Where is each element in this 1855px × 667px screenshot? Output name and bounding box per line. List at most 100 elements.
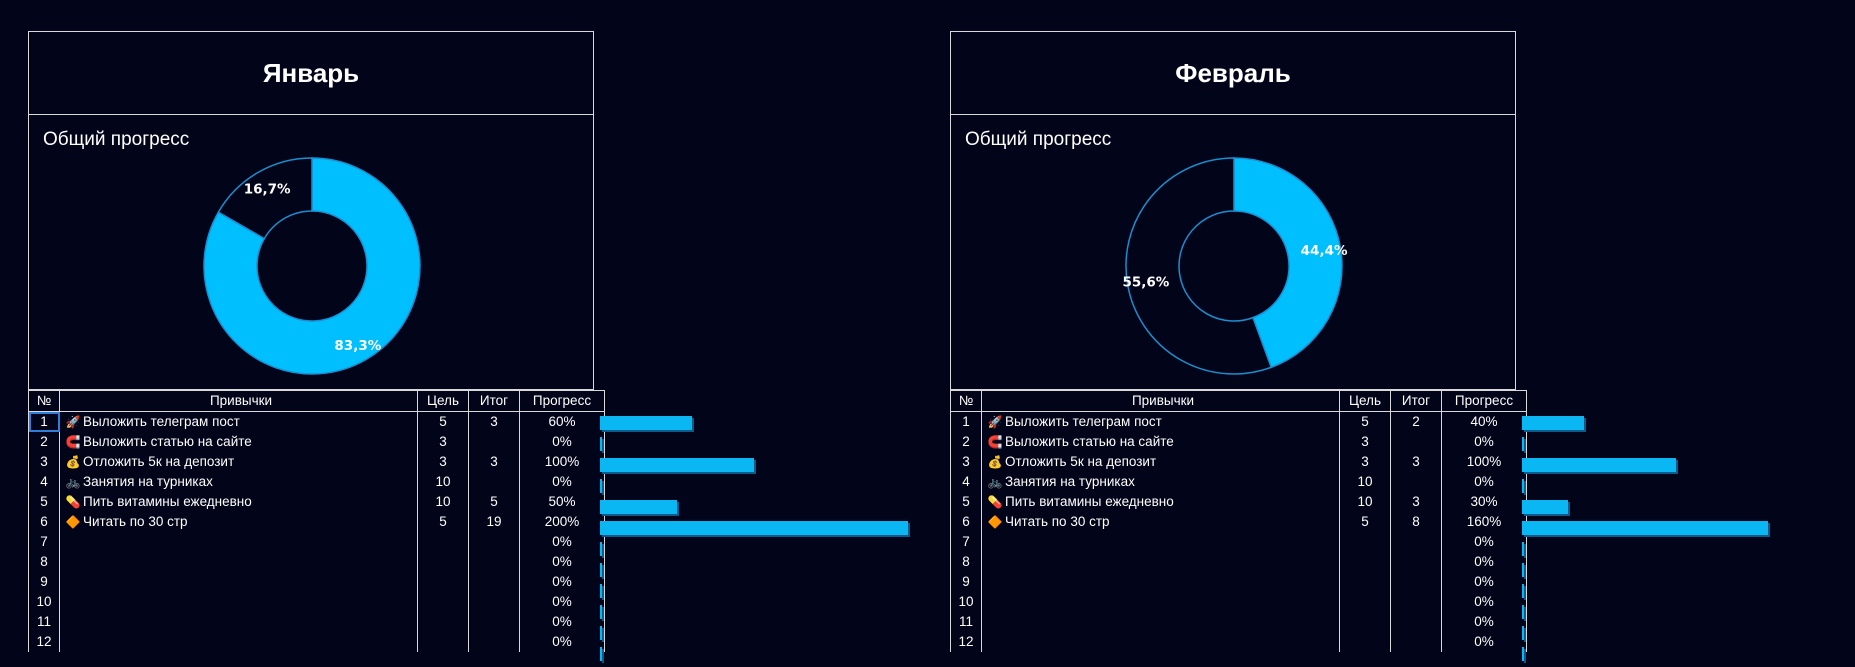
cell-number[interactable]: 2 xyxy=(950,432,982,452)
cell-goal[interactable] xyxy=(417,532,469,552)
cell-progress[interactable]: 0% xyxy=(1441,632,1527,652)
cell-habit[interactable]: 🚲 Занятия на турниках xyxy=(59,472,418,492)
cell-total[interactable]: 3 xyxy=(1390,492,1442,512)
cell-habit[interactable]: 💰 Отложить 5к на депозит xyxy=(59,452,418,472)
cell-total[interactable] xyxy=(468,472,520,492)
cell-goal[interactable] xyxy=(417,592,469,612)
cell-goal[interactable] xyxy=(1339,592,1391,612)
col-progress-header[interactable]: Прогресс xyxy=(519,390,605,412)
cell-habit[interactable] xyxy=(981,612,1340,632)
cell-number[interactable]: 9 xyxy=(28,572,60,592)
cell-number[interactable]: 5 xyxy=(28,492,60,512)
cell-progress[interactable]: 0% xyxy=(1441,592,1527,612)
cell-goal[interactable]: 5 xyxy=(1339,411,1391,432)
cell-habit[interactable] xyxy=(981,552,1340,572)
cell-number[interactable]: 8 xyxy=(950,552,982,572)
col-number-header[interactable]: № xyxy=(950,390,982,412)
cell-total[interactable]: 8 xyxy=(1390,512,1442,532)
cell-goal[interactable] xyxy=(1339,532,1391,552)
cell-number[interactable]: 10 xyxy=(950,592,982,612)
cell-total[interactable] xyxy=(1390,572,1442,592)
cell-goal[interactable]: 10 xyxy=(1339,472,1391,492)
cell-total[interactable] xyxy=(1390,552,1442,572)
cell-goal[interactable]: 10 xyxy=(1339,492,1391,512)
cell-number[interactable]: 10 xyxy=(28,592,60,612)
cell-progress[interactable]: 100% xyxy=(1441,452,1527,472)
cell-number[interactable]: 12 xyxy=(950,632,982,652)
cell-goal[interactable] xyxy=(417,632,469,652)
cell-total[interactable] xyxy=(1390,432,1442,452)
cell-number[interactable]: 7 xyxy=(950,532,982,552)
cell-total[interactable]: 3 xyxy=(1390,452,1442,472)
cell-progress[interactable]: 0% xyxy=(1441,532,1527,552)
cell-total[interactable] xyxy=(468,432,520,452)
cell-habit[interactable]: 🚲 Занятия на турниках xyxy=(981,472,1340,492)
cell-progress[interactable]: 0% xyxy=(1441,432,1527,452)
cell-progress[interactable]: 0% xyxy=(519,432,605,452)
col-habits-header[interactable]: Привычки xyxy=(59,390,418,412)
cell-total[interactable] xyxy=(468,552,520,572)
cell-total[interactable] xyxy=(1390,592,1442,612)
cell-habit[interactable]: 🔶 Читать по 30 стр xyxy=(59,512,418,532)
cell-number[interactable]: 2 xyxy=(28,432,60,452)
cell-habit[interactable]: 🚀 Выложить телеграм пост xyxy=(981,411,1340,432)
cell-total[interactable]: 3 xyxy=(468,452,520,472)
cell-habit[interactable]: 🧲 Выложить статью на сайте xyxy=(981,432,1340,452)
cell-habit[interactable]: 💊 Пить витамины ежедневно xyxy=(59,492,418,512)
cell-progress[interactable]: 60% xyxy=(519,411,605,432)
col-total-header[interactable]: Итог xyxy=(1390,390,1442,412)
cell-progress[interactable]: 50% xyxy=(519,492,605,512)
cell-habit[interactable]: 🧲 Выложить статью на сайте xyxy=(59,432,418,452)
cell-progress[interactable]: 0% xyxy=(1441,572,1527,592)
cell-progress[interactable]: 0% xyxy=(519,552,605,572)
cell-total[interactable] xyxy=(468,632,520,652)
cell-total[interactable] xyxy=(468,532,520,552)
cell-goal[interactable]: 3 xyxy=(417,432,469,452)
cell-number[interactable]: 4 xyxy=(950,472,982,492)
cell-total[interactable]: 5 xyxy=(468,492,520,512)
cell-total[interactable]: 19 xyxy=(468,512,520,532)
col-number-header[interactable]: № xyxy=(28,390,60,412)
cell-habit[interactable] xyxy=(59,632,418,652)
cell-habit[interactable] xyxy=(59,552,418,572)
cell-progress[interactable]: 30% xyxy=(1441,492,1527,512)
cell-goal[interactable] xyxy=(1339,632,1391,652)
cell-number[interactable]: 12 xyxy=(28,632,60,652)
cell-goal[interactable]: 3 xyxy=(417,452,469,472)
cell-goal[interactable] xyxy=(417,572,469,592)
cell-progress[interactable]: 160% xyxy=(1441,512,1527,532)
cell-goal[interactable]: 3 xyxy=(1339,432,1391,452)
cell-goal[interactable]: 5 xyxy=(417,512,469,532)
cell-goal[interactable] xyxy=(417,612,469,632)
cell-number[interactable]: 6 xyxy=(950,512,982,532)
cell-total[interactable] xyxy=(468,612,520,632)
cell-habit[interactable]: 🔶 Читать по 30 стр xyxy=(981,512,1340,532)
cell-progress[interactable]: 0% xyxy=(1441,472,1527,492)
cell-habit[interactable]: 💰 Отложить 5к на депозит xyxy=(981,452,1340,472)
cell-total[interactable] xyxy=(468,572,520,592)
cell-total[interactable]: 2 xyxy=(1390,411,1442,432)
cell-number[interactable]: 1 xyxy=(28,411,60,432)
cell-habit[interactable]: 🚀 Выложить телеграм пост xyxy=(59,411,418,432)
col-habits-header[interactable]: Привычки xyxy=(981,390,1340,412)
cell-progress[interactable]: 100% xyxy=(519,452,605,472)
month-title[interactable]: Январь xyxy=(28,31,594,115)
cell-habit[interactable] xyxy=(59,532,418,552)
month-title[interactable]: Февраль xyxy=(950,31,1516,115)
cell-goal[interactable]: 5 xyxy=(1339,512,1391,532)
cell-goal[interactable] xyxy=(417,552,469,572)
cell-progress[interactable]: 0% xyxy=(519,592,605,612)
cell-progress[interactable]: 200% xyxy=(519,512,605,532)
cell-habit[interactable] xyxy=(981,532,1340,552)
cell-goal[interactable]: 5 xyxy=(417,411,469,432)
cell-habit[interactable] xyxy=(981,632,1340,652)
cell-total[interactable]: 3 xyxy=(468,411,520,432)
cell-progress[interactable]: 0% xyxy=(519,472,605,492)
cell-habit[interactable] xyxy=(59,572,418,592)
col-progress-header[interactable]: Прогресс xyxy=(1441,390,1527,412)
cell-number[interactable]: 5 xyxy=(950,492,982,512)
cell-number[interactable]: 1 xyxy=(950,411,982,432)
col-total-header[interactable]: Итог xyxy=(468,390,520,412)
cell-habit[interactable] xyxy=(981,592,1340,612)
cell-habit[interactable] xyxy=(59,592,418,612)
